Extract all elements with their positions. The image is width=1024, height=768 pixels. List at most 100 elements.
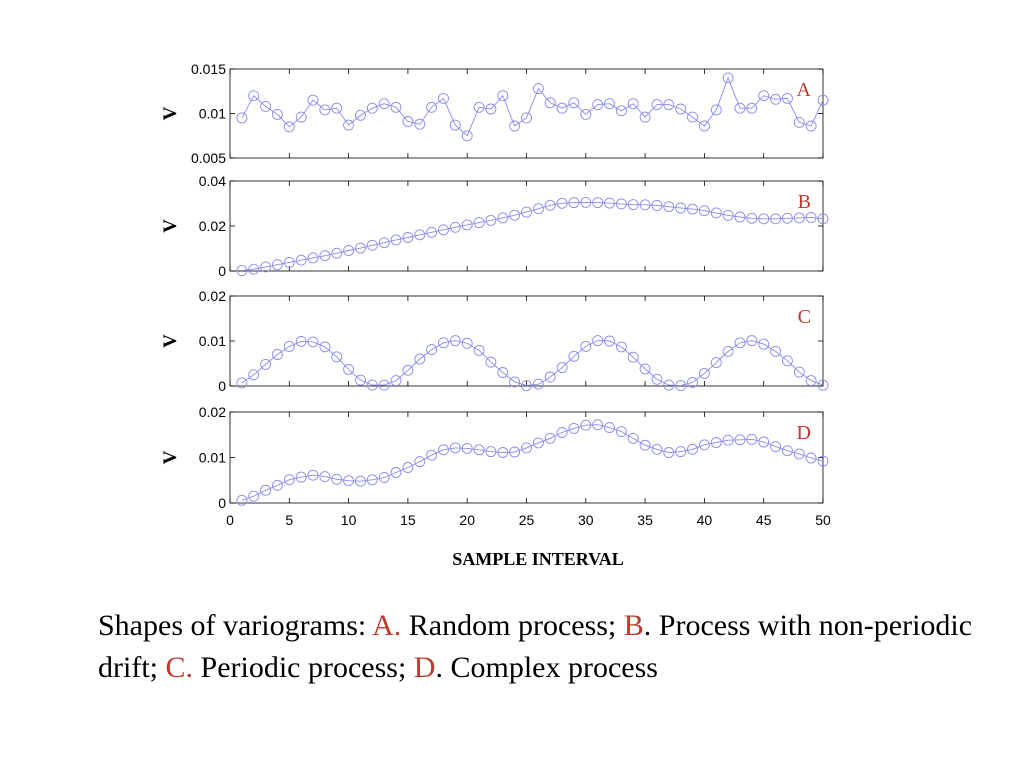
y-axis-label: V (160, 450, 181, 464)
x-tick-label: 5 (285, 512, 293, 528)
data-point (402, 116, 414, 127)
data-point (592, 335, 604, 347)
y-axis-label: V (160, 334, 181, 348)
data-point (781, 355, 793, 367)
data-point (390, 101, 402, 113)
data-point (331, 102, 343, 114)
data-point (580, 340, 592, 352)
data-point (568, 97, 580, 109)
data-point (663, 99, 675, 111)
data-point (817, 94, 829, 106)
data-point (402, 462, 414, 473)
data-point (675, 446, 687, 458)
data-point (604, 197, 615, 209)
data-point (271, 479, 283, 491)
data-point (675, 202, 687, 214)
data-point (236, 494, 248, 506)
caption-label-d: D (413, 651, 436, 684)
y-tick-label: 0.005 (191, 150, 226, 166)
data-point (438, 337, 449, 349)
data-point (580, 108, 592, 120)
data-point (615, 105, 627, 117)
data-point (343, 245, 355, 256)
data-point (580, 196, 592, 208)
data-point (592, 197, 604, 209)
data-point (390, 467, 402, 478)
data-point (307, 336, 319, 348)
data-point (449, 119, 461, 131)
data-point (355, 242, 366, 254)
data-point (615, 341, 627, 353)
data-point (627, 432, 639, 444)
data-point (710, 104, 722, 116)
data-point (651, 443, 663, 455)
data-point (544, 432, 556, 444)
caption-text-5: . Complex process (435, 651, 658, 684)
data-point (378, 472, 390, 483)
caption-text-3: . Process with non-periodic drift; (98, 609, 973, 684)
data-point (366, 379, 378, 391)
data-point (355, 109, 366, 121)
data-point (793, 448, 805, 460)
data-point (426, 449, 438, 461)
data-point (568, 422, 580, 434)
data-point (734, 337, 746, 349)
data-point (734, 102, 746, 114)
y-tick-label: 0.02 (199, 404, 226, 420)
data-point (473, 101, 485, 113)
data-point (319, 471, 331, 483)
data-point (248, 490, 260, 502)
data-point (746, 433, 758, 445)
y-tick-label: 0.01 (199, 333, 226, 349)
data-point (698, 367, 710, 379)
x-tick-label: 25 (519, 512, 535, 528)
data-point (687, 443, 698, 455)
data-point (722, 209, 734, 221)
y-tick-label: 0.01 (199, 450, 226, 466)
data-point (734, 434, 746, 446)
data-point (402, 364, 414, 376)
data-point (319, 104, 331, 116)
data-point (461, 442, 473, 454)
data-point (485, 214, 497, 226)
data-point (295, 335, 307, 347)
data-point (639, 111, 651, 123)
data-point (770, 93, 782, 105)
data-point (343, 363, 355, 375)
data-point (248, 263, 260, 275)
caption-label-b: B (623, 609, 644, 642)
data-point (378, 379, 390, 391)
data-point (449, 442, 461, 454)
data-point (509, 446, 521, 458)
data-point (343, 475, 355, 487)
data-point (746, 212, 758, 224)
data-point (722, 434, 734, 446)
caption-label-a: A. (372, 609, 402, 642)
data-point (248, 369, 260, 381)
data-point (580, 419, 592, 431)
data-point (319, 341, 331, 353)
data-point (556, 427, 568, 438)
data-point (509, 120, 521, 132)
data-point (770, 345, 782, 357)
data-point (817, 213, 829, 225)
data-point (722, 345, 734, 357)
data-point (260, 484, 272, 496)
data-point (758, 90, 770, 102)
data-point (485, 446, 497, 458)
data-point (627, 351, 639, 363)
x-tick-label: 45 (756, 512, 772, 528)
data-point (770, 213, 782, 225)
data-point (283, 121, 295, 133)
data-point (663, 201, 675, 213)
data-point (651, 200, 663, 211)
y-tick-label: 0 (218, 263, 226, 279)
data-point (687, 111, 698, 123)
data-point (675, 103, 687, 115)
data-point (485, 356, 497, 368)
data-point (817, 455, 829, 467)
x-tick-label: 20 (459, 512, 475, 528)
data-point (271, 259, 283, 271)
data-point (710, 357, 722, 369)
data-point (615, 426, 627, 438)
